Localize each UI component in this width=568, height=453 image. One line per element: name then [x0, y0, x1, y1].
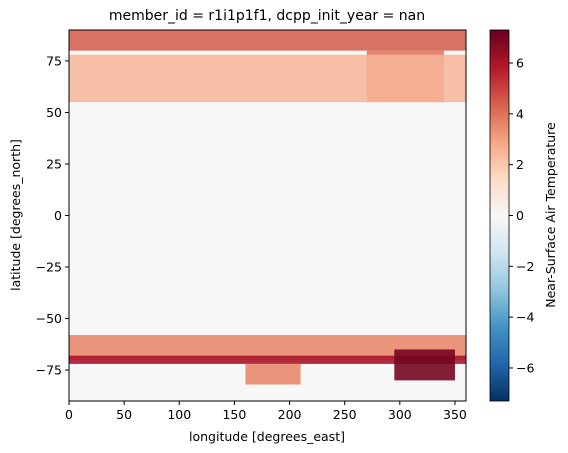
x-tick-label: 300: [388, 407, 412, 422]
heatmap-region: [69, 54, 466, 103]
x-axis-label: longitude [degrees_east]: [189, 429, 345, 444]
heatmap-region: [69, 30, 466, 51]
colorbar-label: Near-Surface Air Temperature: [543, 122, 558, 308]
y-axis: 75 50 25 0 −25 −50 −75: [36, 53, 69, 378]
heatmap-region: [69, 355, 466, 364]
y-tick-label: 0: [54, 208, 62, 223]
y-axis-label: latitude [degrees_north]: [8, 139, 23, 291]
y-tick-label: −25: [36, 260, 62, 275]
x-tick-label: 250: [333, 407, 357, 422]
y-tick-label: 25: [46, 156, 62, 171]
colorbar-tick-label: −4: [516, 310, 534, 325]
colorbar-tick-label: 6: [516, 56, 524, 71]
x-tick-label: 200: [278, 407, 302, 422]
x-tick-label: 350: [443, 407, 467, 422]
field-layer: [69, 30, 466, 385]
heatmap-region: [394, 349, 455, 381]
colorbar-axis: 6 4 2 0 −2 −4 −6: [509, 56, 534, 375]
x-tick-label: 50: [116, 407, 132, 422]
heatmap-field: [69, 30, 466, 401]
x-tick-label: 0: [65, 407, 73, 422]
y-tick-label: −50: [36, 311, 62, 326]
colorbar-tick-label: −2: [516, 259, 534, 274]
colorbar-tick-label: 4: [516, 106, 524, 121]
y-tick-label: −75: [36, 363, 62, 378]
heatmap-region: [245, 363, 301, 385]
x-tick-label: 150: [222, 407, 246, 422]
colorbar-tick-label: 2: [516, 157, 524, 172]
colorbar: [489, 29, 510, 402]
colorbar-tick-label: 0: [516, 208, 524, 223]
y-tick-label: 50: [46, 105, 62, 120]
chart-title: member_id = r1i1p1f1, dcpp_init_year = n…: [109, 8, 425, 24]
y-tick-label: 75: [46, 53, 62, 68]
colorbar-tick-label: −6: [516, 360, 534, 375]
x-tick-label: 100: [167, 407, 191, 422]
x-axis: 0 50 100 150 200 250 300 350: [65, 401, 467, 422]
